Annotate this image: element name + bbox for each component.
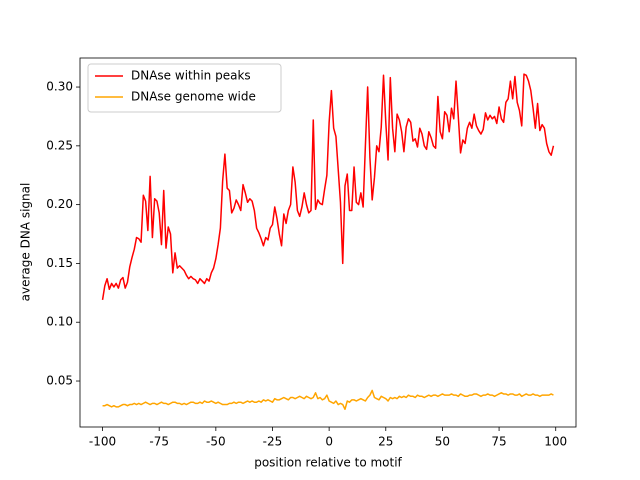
y-tick-label: 0.20 xyxy=(46,197,73,211)
legend-box xyxy=(87,63,282,113)
y-tick-label: 0.05 xyxy=(46,374,73,388)
y-tick-label: 0.10 xyxy=(46,315,73,329)
y-tick-label: 0.15 xyxy=(46,256,73,270)
plot-frame xyxy=(79,57,577,428)
x-axis-label: position relative to motif xyxy=(254,456,402,470)
x-tick-label: 25 xyxy=(378,435,393,449)
y-tick-label: 0.25 xyxy=(46,138,73,152)
x-tick-label: -75 xyxy=(149,435,169,449)
x-tick-label: -100 xyxy=(89,435,116,449)
legend-label: DNAse genome wide xyxy=(131,90,256,104)
x-tick-label: 0 xyxy=(325,435,333,449)
x-tick-label: -25 xyxy=(263,435,283,449)
y-tick-label: 0.30 xyxy=(46,80,73,94)
x-tick-label: 100 xyxy=(544,435,567,449)
y-axis-label: average DNA signal xyxy=(19,183,33,302)
x-tick-label: 50 xyxy=(435,435,450,449)
x-tick-label: 75 xyxy=(491,435,506,449)
x-tick-label: -50 xyxy=(206,435,226,449)
legend: DNAse within peaks DNAse genome wide xyxy=(87,63,282,113)
legend-label: DNAse within peaks xyxy=(131,69,251,83)
data-line xyxy=(102,389,554,410)
data-line xyxy=(101,73,555,301)
